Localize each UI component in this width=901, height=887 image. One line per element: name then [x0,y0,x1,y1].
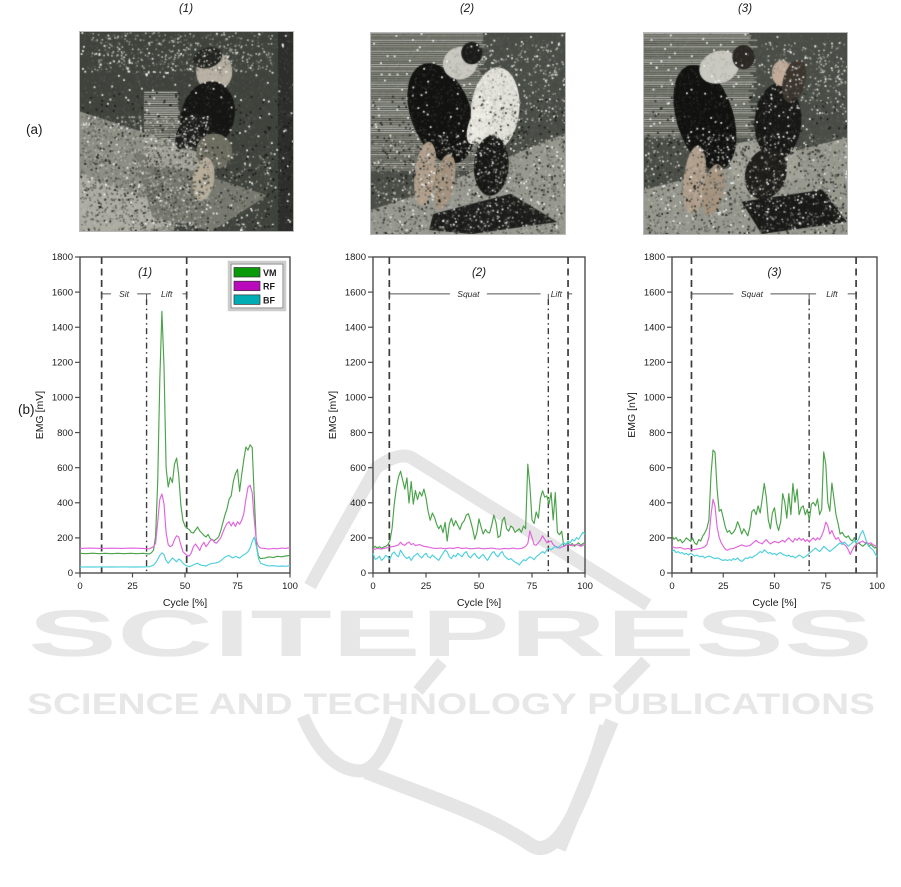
svg-text:EMG [mV]: EMG [mV] [327,391,339,440]
svg-text:Lift: Lift [551,289,563,299]
svg-text:800: 800 [649,428,665,439]
emg-chart-1: Sit Lift (1) 0 200 400 600 800 1000 1200 1400 1600 1… [30,247,302,630]
svg-text:400: 400 [350,498,366,509]
svg-text:100: 100 [869,581,885,592]
emg-chart-2: Squat Lift (2) 0 200 400 600 800 1000 1200 1400 160… [323,247,597,630]
svg-text:1000: 1000 [644,393,665,404]
svg-text:0: 0 [370,581,375,592]
svg-text:800: 800 [350,428,366,439]
svg-text:Sit: Sit [119,289,130,299]
svg-text:50: 50 [180,581,191,592]
svg-text:100: 100 [282,581,298,592]
point-cloud-image-2 [370,32,566,235]
panel-title-2: (2) [459,3,475,15]
svg-text:0: 0 [361,568,366,579]
svg-text:1600: 1600 [644,287,665,298]
svg-text:600: 600 [649,463,665,474]
svg-text:1200: 1200 [345,358,366,369]
svg-text:75: 75 [527,581,538,592]
row-label-a: (a) [26,122,43,137]
svg-text:1400: 1400 [644,322,665,333]
emg-chart-3: Squat Lift (3) 0 200 400 600 800 1000 1200 1400 160… [622,247,889,630]
svg-text:75: 75 [820,581,831,592]
svg-text:1600: 1600 [345,287,366,298]
point-cloud-image-1 [79,31,294,232]
svg-text:(1): (1) [138,267,152,279]
svg-text:1400: 1400 [345,322,366,333]
scitepress-logo-strokes [296,449,652,855]
svg-text:Cycle [%]: Cycle [%] [752,597,796,609]
panel-title-1: (1) [178,3,194,15]
svg-text:50: 50 [474,581,485,592]
svg-text:100: 100 [577,581,593,592]
svg-text:EMG [mV]: EMG [mV] [34,391,46,440]
svg-text:50: 50 [769,581,780,592]
svg-text:RF: RF [263,282,275,292]
svg-text:1000: 1000 [345,393,366,404]
svg-text:Squat: Squat [741,289,764,299]
svg-text:1800: 1800 [644,252,665,263]
point-cloud-image-3 [643,32,848,235]
svg-text:(3): (3) [767,267,781,279]
svg-text:Cycle [%]: Cycle [%] [163,597,207,609]
svg-text:VM: VM [263,268,277,278]
svg-text:75: 75 [232,581,243,592]
svg-text:600: 600 [57,463,73,474]
row-label-b: (b) [18,402,35,417]
svg-text:1800: 1800 [345,252,366,263]
svg-text:200: 200 [350,533,366,544]
svg-text:600: 600 [350,463,366,474]
emg-plot-svg: Sit Lift(1)020040060080010001200140016001… [34,252,298,609]
svg-text:200: 200 [649,533,665,544]
svg-text:EMG [nV]: EMG [nV] [626,392,638,438]
svg-text:1800: 1800 [52,252,73,263]
svg-text:1000: 1000 [52,393,73,404]
emg-plot-svg: Squat Lift(3)0200400600800100012001400160… [626,252,885,609]
svg-text:Lift: Lift [826,289,838,299]
svg-text:(2): (2) [472,267,486,279]
svg-text:1200: 1200 [644,358,665,369]
svg-text:25: 25 [421,581,432,592]
svg-text:400: 400 [649,498,665,509]
svg-text:1200: 1200 [52,358,73,369]
svg-text:1400: 1400 [52,322,73,333]
svg-text:1600: 1600 [52,287,73,298]
watermark-title: SCITEPRESS [28,596,873,670]
svg-text:0: 0 [68,568,73,579]
panel-title-3: (3) [737,3,753,15]
svg-text:BF: BF [263,295,275,305]
svg-text:Cycle [%]: Cycle [%] [457,597,501,609]
svg-text:800: 800 [57,428,73,439]
watermark-subtitle: SCIENCE AND TECHNOLOGY PUBLICATIONS [27,688,875,721]
svg-text:200: 200 [57,533,73,544]
svg-text:0: 0 [669,581,674,592]
svg-text:Squat: Squat [457,289,480,299]
svg-text:Lift: Lift [161,289,173,299]
svg-text:25: 25 [718,581,729,592]
svg-text:25: 25 [127,581,138,592]
svg-text:400: 400 [57,498,73,509]
svg-text:0: 0 [77,581,82,592]
svg-text:0: 0 [660,568,665,579]
emg-plot-svg: Squat Lift(2)0200400600800100012001400160… [327,252,593,609]
